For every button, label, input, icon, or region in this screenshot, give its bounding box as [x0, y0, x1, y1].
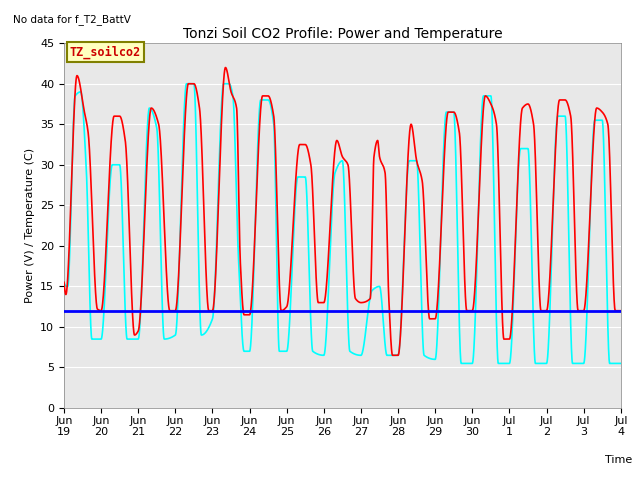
CR10X Temperature [182, 81, 190, 86]
CR23X Temperature [298, 142, 306, 147]
CR10X Temperature [124, 336, 131, 342]
CR23X Temperature [124, 175, 131, 181]
CR10X Temperature [157, 237, 164, 242]
CR23X Temperature [388, 352, 396, 358]
CR10X Temperature [617, 360, 625, 366]
CR23X Temperature [547, 266, 554, 272]
CR10X Temperature [60, 279, 68, 285]
Y-axis label: Power (V) / Temperature (C): Power (V) / Temperature (C) [24, 148, 35, 303]
CR23X Temperature [60, 279, 68, 285]
Legend: CR23X Temperature, CR23X Voltage, CR10X Temperature: CR23X Temperature, CR23X Voltage, CR10X … [122, 479, 563, 480]
CR23X Temperature [274, 226, 282, 232]
CR10X Temperature [458, 360, 465, 366]
Title: Tonzi Soil CO2 Profile: Power and Temperature: Tonzi Soil CO2 Profile: Power and Temper… [182, 27, 502, 41]
Line: CR23X Temperature: CR23X Temperature [64, 68, 621, 355]
CR23X Temperature [157, 141, 164, 146]
X-axis label: Time: Time [605, 456, 632, 466]
CR10X Temperature [547, 297, 554, 303]
CR23X Temperature [617, 308, 625, 313]
CR23X Temperature [606, 172, 614, 178]
CR10X Temperature [606, 360, 614, 366]
Line: CR10X Temperature: CR10X Temperature [64, 84, 621, 363]
Text: No data for f_T2_BattV: No data for f_T2_BattV [13, 14, 131, 25]
CR23X Temperature [221, 65, 229, 71]
CR10X Temperature [298, 174, 306, 180]
Text: TZ_soilco2: TZ_soilco2 [70, 45, 141, 59]
CR10X Temperature [274, 306, 282, 312]
